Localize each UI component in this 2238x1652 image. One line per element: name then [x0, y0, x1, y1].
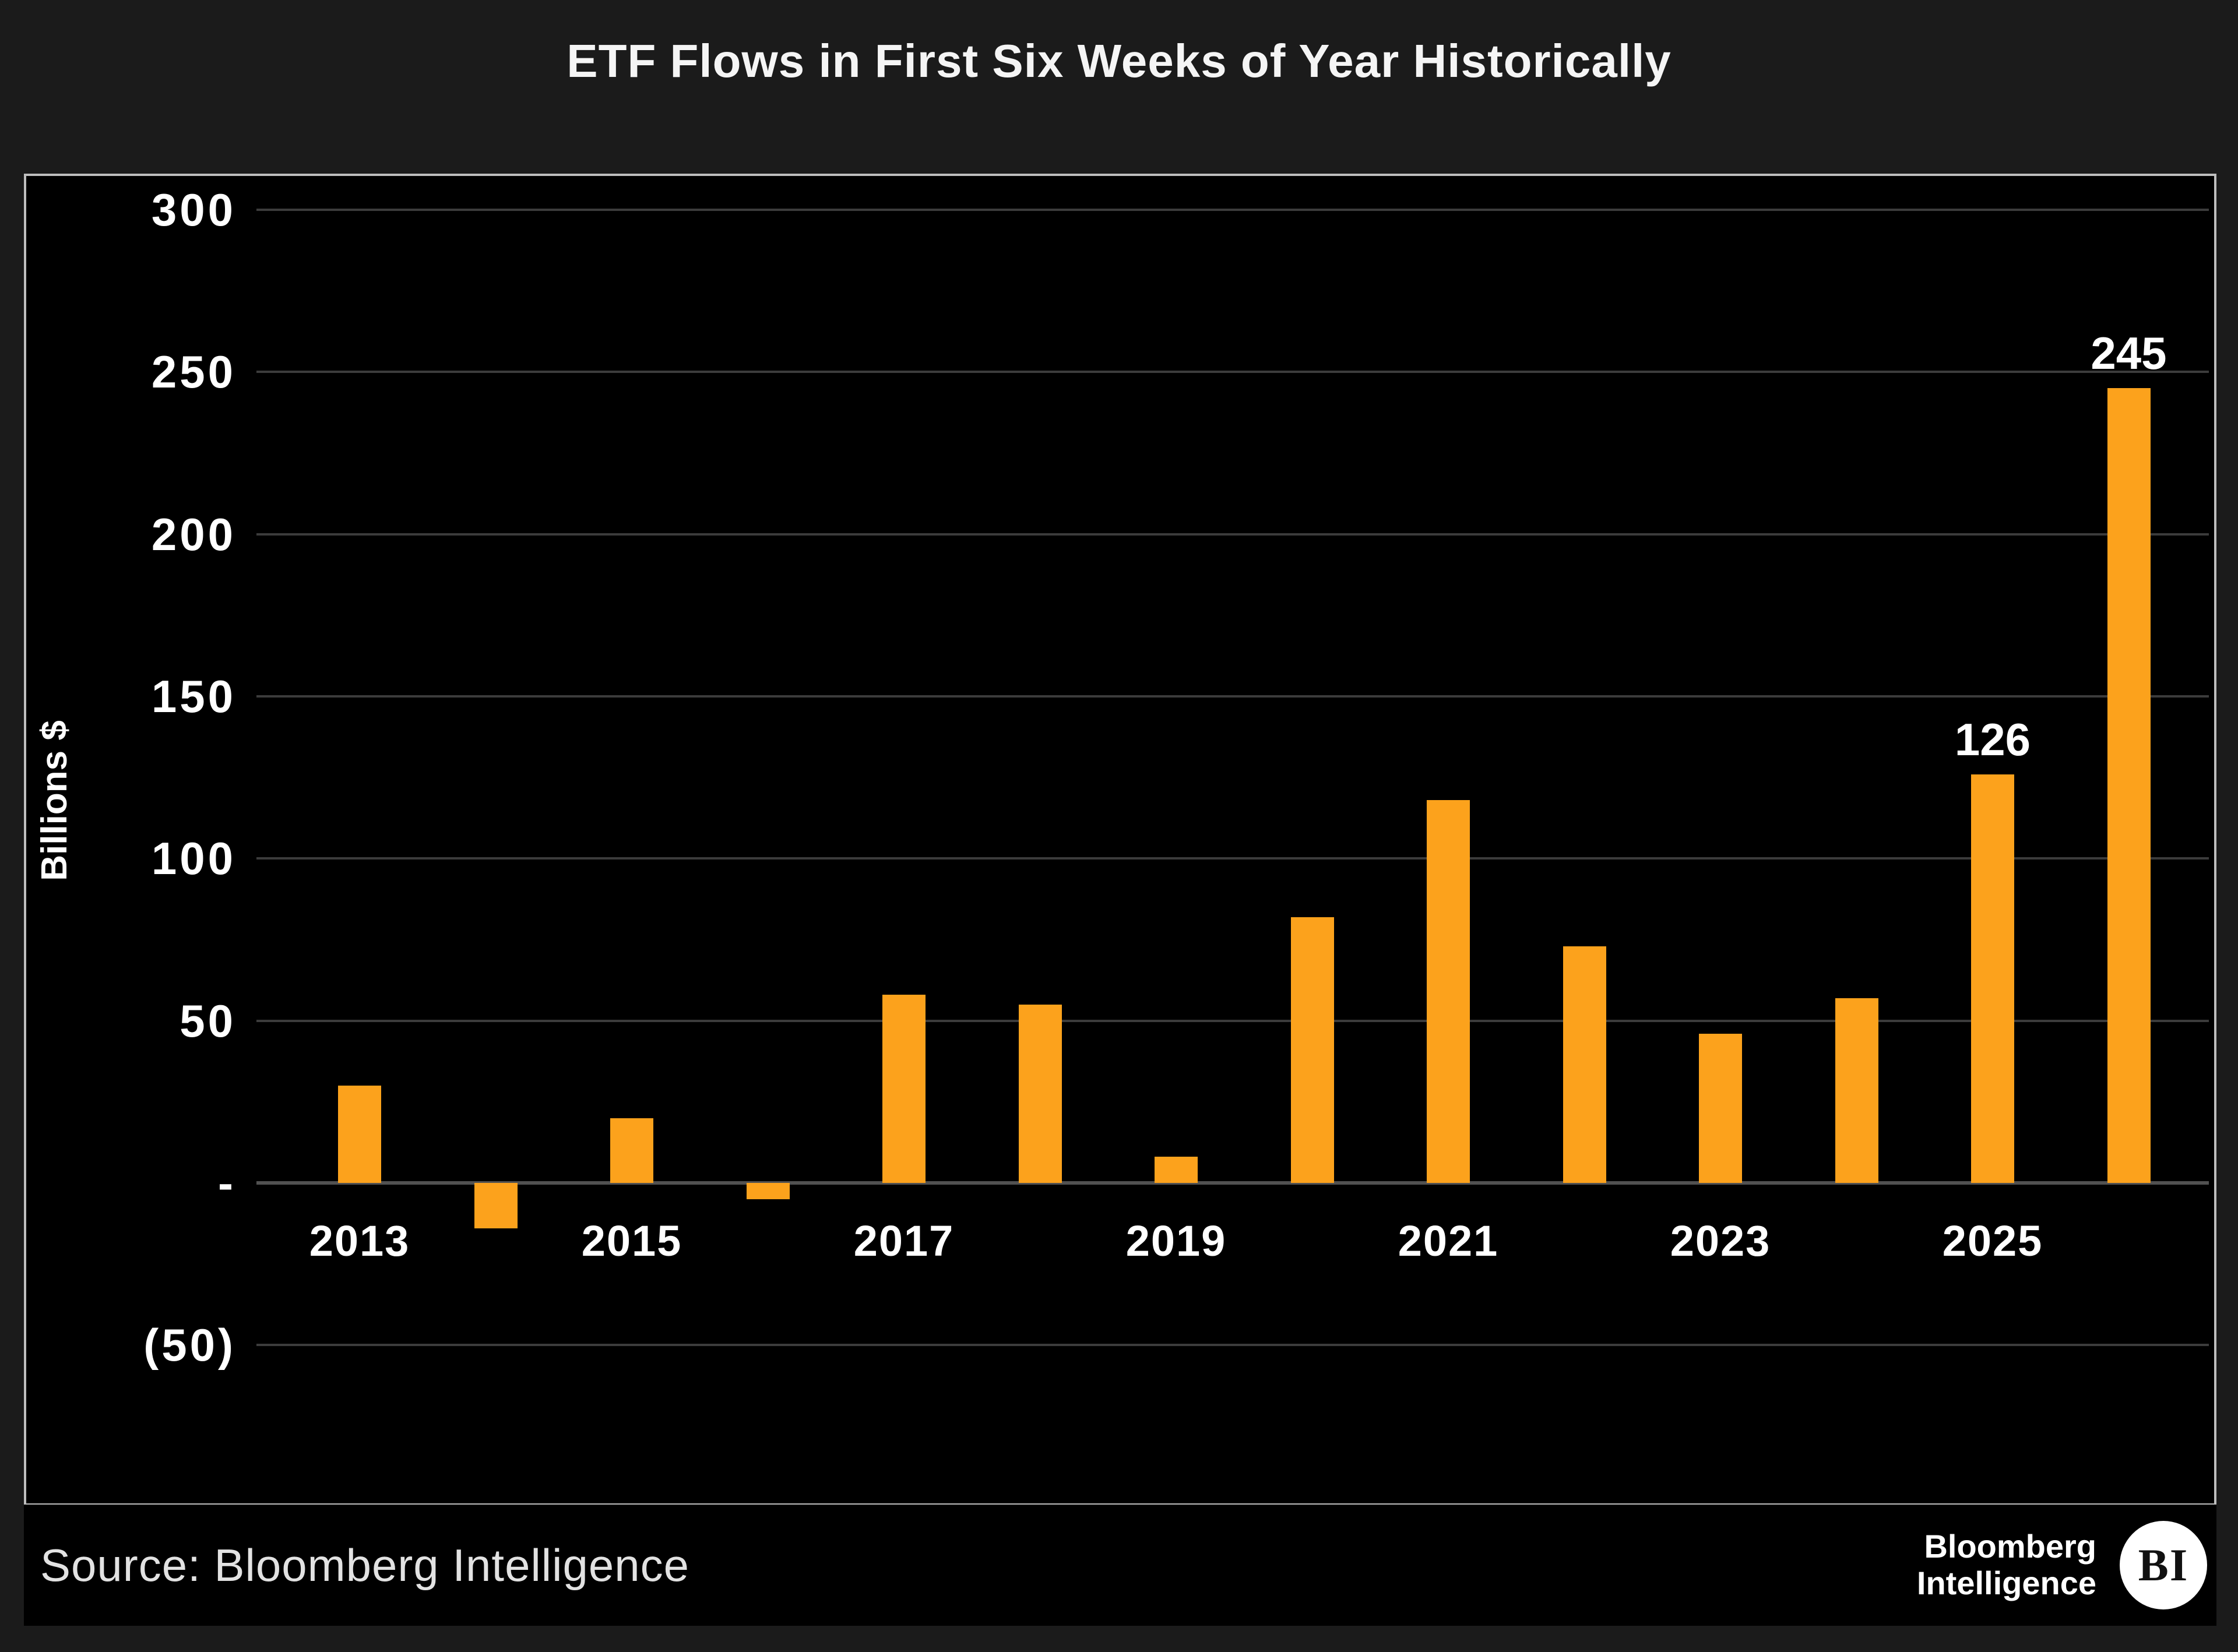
bar-2014 [474, 1183, 518, 1228]
bi-logo-line2: Intelligence [1916, 1565, 2096, 1601]
bar-2026 [2107, 388, 2151, 1183]
y-tick-label--50: (50) [143, 1319, 236, 1371]
bloomberg-intelligence-logo: Bloomberg Intelligence BI [1917, 1521, 2216, 1609]
bar-2017 [882, 995, 926, 1183]
chart-panel: Billions $ 300 250 200 150 100 50- (50) 126 245 2… [24, 174, 2216, 1506]
source-text: Source: Bloomberg Intelligence [40, 1539, 689, 1591]
gridline-300 [256, 208, 2209, 211]
bar-2013 [338, 1085, 381, 1183]
x-tick-label-2013: 2013 [309, 1217, 410, 1265]
gridline-250 [256, 371, 2209, 374]
gridline-0 [256, 1181, 2209, 1185]
x-tick-label-2019: 2019 [1125, 1217, 1227, 1265]
y-tick-label-100: 100 [151, 833, 236, 885]
bi-logo-line1: Bloomberg [1924, 1528, 2096, 1565]
x-tick-label-2017: 2017 [853, 1217, 955, 1265]
bar-2019 [1155, 1157, 1198, 1183]
y-tick-label-0: - [218, 1157, 236, 1209]
bar-2025 [1971, 774, 2014, 1183]
gridline--50 [256, 1344, 2209, 1347]
bar-2020 [1290, 917, 1334, 1183]
bi-logo-text: Bloomberg Intelligence [1917, 1528, 2096, 1601]
bar-2024 [1835, 998, 1878, 1183]
bar-2021 [1427, 800, 1470, 1183]
bar-value-label-2026: 245 [2091, 327, 2167, 379]
footer-bar: Source: Bloomberg Intelligence Bloomberg… [24, 1505, 2216, 1626]
x-tick-label-2025: 2025 [1942, 1217, 2043, 1265]
gridline-100 [256, 857, 2209, 860]
plot-area: 300 250 200 150 100 50 - (50) 126 245 2013 2015 2017… [26, 176, 2214, 1503]
x-tick-label-2023: 2023 [1670, 1217, 1771, 1265]
y-tick-label-250: 250 [151, 346, 236, 398]
bi-badge-icon: BI [2120, 1521, 2207, 1609]
y-tick-label-300: 300 [151, 184, 236, 235]
bar-2015 [610, 1118, 653, 1183]
y-tick-label-50: 50 [180, 995, 236, 1047]
x-tick-label-2015: 2015 [581, 1217, 682, 1265]
bar-2016 [746, 1183, 790, 1199]
gridline-200 [256, 533, 2209, 536]
y-tick-label-200: 200 [151, 508, 236, 560]
bar-value-label-2025: 126 [1954, 713, 2031, 765]
bar-2018 [1018, 1004, 1062, 1183]
chart-title: ETF Flows in First Six Weeks of Year His… [566, 35, 1672, 87]
x-tick-label-2021: 2021 [1398, 1217, 1499, 1265]
bar-2022 [1563, 946, 1606, 1183]
y-tick-label-150: 150 [151, 670, 236, 722]
bar-2023 [1699, 1033, 1742, 1183]
gridline-150 [256, 695, 2209, 698]
gridline-50 [256, 1019, 2209, 1022]
